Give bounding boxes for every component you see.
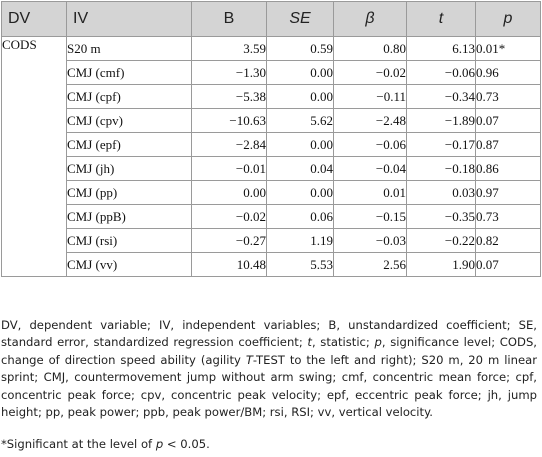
b-cell: −2.84	[191, 132, 267, 157]
significance-note: *Significant at the level of p < 0.05.	[1, 437, 210, 451]
header-p: p	[475, 1, 541, 37]
p-cell: 0.07	[475, 252, 541, 277]
beta-cell: −2.48	[333, 108, 407, 133]
dv-cell: CODS	[1, 36, 67, 277]
t-cell: 6.13	[406, 36, 476, 61]
table-row: CMJ (vv) 10.48 5.53 2.56 1.90 0.07	[2, 252, 541, 277]
p-cell: 0.87	[475, 132, 541, 157]
p-cell: 0.82	[475, 228, 541, 253]
sig-p-symbol: p	[155, 437, 164, 451]
b-cell: −10.63	[191, 108, 267, 133]
t-cell: −0.06	[406, 60, 476, 85]
iv-cell: CMJ (epf)	[66, 132, 192, 157]
table-row: CMJ (cpv) −10.63 5.62 −2.48 −1.89 0.07	[2, 108, 541, 133]
table-row: CMJ (cpf) −5.38 0.00 −0.11 −0.34 0.73	[2, 84, 541, 109]
p-cell: 0.73	[475, 204, 541, 229]
header-se: SE	[266, 1, 334, 37]
regression-table: DV IV B SE β t p CODS S20 m 3.59 0.59 0.80 6.…	[1, 1, 541, 277]
b-cell: −1.30	[191, 60, 267, 85]
footnote-t-symbol: t	[307, 335, 312, 350]
sig-text-a: *Significant at the level of	[1, 437, 156, 451]
se-cell: 0.00	[266, 84, 334, 109]
se-cell: 0.04	[266, 156, 334, 181]
iv-cell: CMJ (cmf)	[66, 60, 192, 85]
se-cell: 0.00	[266, 180, 334, 205]
footnote-p-symbol: p	[374, 335, 382, 350]
se-cell: 0.00	[266, 60, 334, 85]
table-row: CMJ (epf) −2.84 0.00 −0.06 −0.17 0.87	[2, 132, 541, 157]
p-cell: 0.07	[475, 108, 541, 133]
header-b: B	[191, 1, 267, 37]
t-cell: −0.34	[406, 84, 476, 109]
b-cell: −0.27	[191, 228, 267, 253]
iv-cell: CMJ (cpf)	[66, 84, 192, 109]
p-cell: 0.01*	[475, 36, 541, 61]
table-row: CMJ (ppB) −0.02 0.06 −0.15 −0.35 0.73	[2, 204, 541, 229]
b-cell: −0.02	[191, 204, 267, 229]
beta-cell: 2.56	[333, 252, 407, 277]
beta-cell: −0.04	[333, 156, 407, 181]
se-cell: 0.00	[266, 132, 334, 157]
footnote-t-test-symbol: T	[245, 352, 253, 367]
p-cell: 0.96	[475, 60, 541, 85]
table-row: CMJ (rsi) −0.27 1.19 −0.03 −0.22 0.82	[2, 228, 541, 253]
iv-cell: CMJ (ppB)	[66, 204, 192, 229]
header-beta: β	[333, 1, 407, 37]
b-cell: 0.00	[191, 180, 267, 205]
t-cell: −0.18	[406, 156, 476, 181]
beta-cell: 0.01	[333, 180, 407, 205]
b-cell: −0.01	[191, 156, 267, 181]
table-body: CODS S20 m 3.59 0.59 0.80 6.13 0.01* CMJ (cmf) −…	[1, 36, 541, 277]
table-footnote: DV, dependent variable; IV, independent …	[1, 317, 537, 421]
footnote-text-4: -TEST to the left and right); S20 m, 20 …	[1, 352, 537, 420]
table-row: CMJ (jh) −0.01 0.04 −0.04 −0.18 0.86	[2, 156, 541, 181]
p-cell: 0.86	[475, 156, 541, 181]
se-cell: 5.62	[266, 108, 334, 133]
footnote-text-3: , significance level; CODS, change of di…	[1, 335, 537, 367]
footnote-text-1: DV, dependent variable; IV, independent …	[1, 318, 537, 350]
table-row: CMJ (cmf) −1.30 0.00 −0.02 −0.06 0.96	[2, 60, 541, 85]
iv-cell: CMJ (pp)	[66, 180, 192, 205]
beta-cell: −0.02	[333, 60, 407, 85]
t-cell: −0.35	[406, 204, 476, 229]
footnote-text-2: , statistic;	[311, 335, 375, 350]
iv-cell: CMJ (rsi)	[66, 228, 192, 253]
p-cell: 0.73	[475, 84, 541, 109]
header-dv: DV	[1, 1, 67, 37]
t-cell: 1.90	[406, 252, 476, 277]
header-t: t	[406, 1, 476, 37]
sig-text-b: < 0.05.	[163, 437, 210, 451]
table-row: CMJ (pp) 0.00 0.00 0.01 0.03 0.97	[2, 180, 541, 205]
se-cell: 0.06	[266, 204, 334, 229]
iv-cell: S20 m	[66, 36, 192, 61]
b-cell: 10.48	[191, 252, 267, 277]
iv-cell: CMJ (vv)	[66, 252, 192, 277]
table-row: CODS S20 m 3.59 0.59 0.80 6.13 0.01*	[1, 36, 541, 277]
b-cell: −5.38	[191, 84, 267, 109]
t-cell: 0.03	[406, 180, 476, 205]
se-cell: 0.59	[266, 36, 334, 61]
beta-cell: −0.03	[333, 228, 407, 253]
iv-cell: CMJ (jh)	[66, 156, 192, 181]
t-cell: −0.17	[406, 132, 476, 157]
p-cell: 0.97	[475, 180, 541, 205]
beta-cell: −0.11	[333, 84, 407, 109]
se-cell: 5.53	[266, 252, 334, 277]
se-cell: 1.19	[266, 228, 334, 253]
iv-cell: CMJ (cpv)	[66, 108, 192, 133]
beta-cell: −0.15	[333, 204, 407, 229]
header-iv: IV	[66, 1, 192, 37]
b-cell: 3.59	[191, 36, 267, 61]
beta-cell: 0.80	[333, 36, 407, 61]
t-cell: −1.89	[406, 108, 476, 133]
t-cell: −0.22	[406, 228, 476, 253]
beta-cell: −0.06	[333, 132, 407, 157]
header-row: DV IV B SE β t p	[1, 1, 541, 37]
